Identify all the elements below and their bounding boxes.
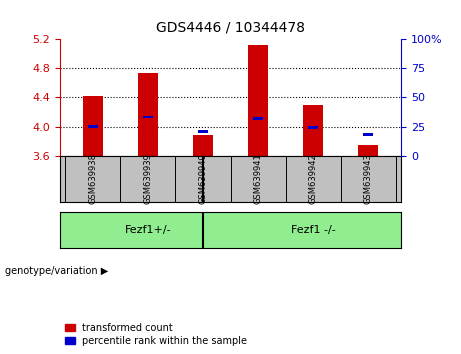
Bar [138, 73, 158, 156]
Bar [253, 117, 263, 120]
Text: GSM639939: GSM639939 [143, 153, 153, 204]
Text: GSM639938: GSM639938 [89, 153, 97, 204]
Bar [308, 126, 319, 129]
Text: GSM639943: GSM639943 [364, 153, 372, 204]
Text: GSM639941: GSM639941 [254, 153, 262, 204]
Bar [248, 45, 268, 156]
Legend: transformed count, percentile rank within the sample: transformed count, percentile rank withi… [65, 323, 247, 346]
Text: Fezf1+/-: Fezf1+/- [124, 225, 171, 235]
Text: GSM639942: GSM639942 [308, 153, 318, 204]
Text: Fezf1 -/-: Fezf1 -/- [290, 225, 336, 235]
Bar [88, 125, 98, 128]
Bar [83, 96, 103, 156]
Text: GSM639940: GSM639940 [199, 153, 207, 204]
Bar [193, 135, 213, 156]
Title: GDS4446 / 10344478: GDS4446 / 10344478 [156, 21, 305, 35]
Bar [363, 133, 373, 136]
Bar [359, 145, 378, 156]
Bar [142, 116, 153, 119]
Text: genotype/variation ▶: genotype/variation ▶ [5, 266, 108, 276]
Bar [303, 105, 323, 156]
Bar [198, 130, 208, 132]
